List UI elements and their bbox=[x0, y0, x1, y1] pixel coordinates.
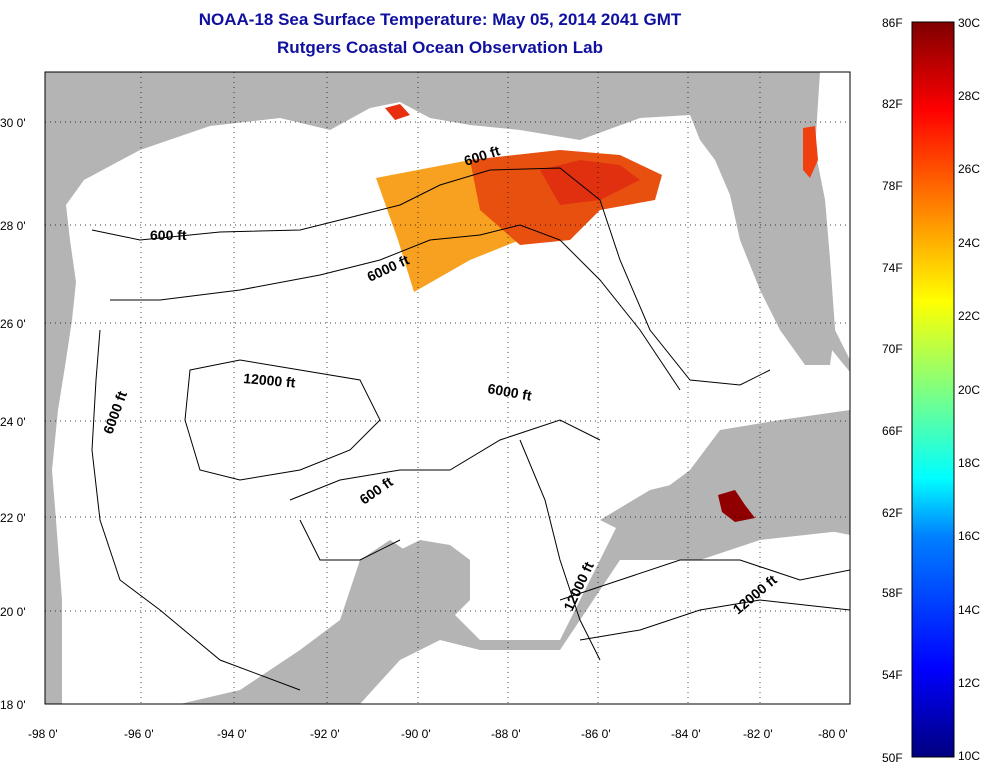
florida-land bbox=[690, 110, 835, 365]
contour-label-12000ft-center: 12000 ft bbox=[243, 370, 297, 391]
cb-f-label: 50F bbox=[882, 751, 903, 765]
colorbar-celsius-labels: 30C 28C 26C 24C 22C 20C 18C 16C 14C 12C … bbox=[958, 16, 980, 763]
gulf-water bbox=[52, 102, 850, 704]
map-subtitle: Rutgers Coastal Ocean Observation Lab bbox=[277, 38, 603, 57]
cb-f-label: 54F bbox=[882, 668, 903, 682]
cb-c-label: 16C bbox=[958, 529, 980, 543]
bathymetry-contours bbox=[91, 167, 850, 691]
colorbar-fahrenheit-labels: 86F 82F 78F 74F 70F 66F 62F 58F 54F 50F bbox=[882, 16, 903, 765]
sst-patch-atlantic bbox=[803, 126, 818, 178]
latitude-axis: 30 0' 28 0' 26 0' 24 0' 22 0' 20 0' 18 0… bbox=[0, 116, 26, 712]
lon-tick-label: -86 0' bbox=[581, 727, 611, 741]
lon-tick-label: -94 0' bbox=[217, 727, 247, 741]
cb-f-label: 70F bbox=[882, 342, 903, 356]
lat-tick-label: 18 0' bbox=[0, 698, 26, 712]
cb-f-label: 86F bbox=[882, 16, 903, 30]
temperature-colorbar bbox=[911, 21, 955, 758]
contour-label-6000ft-east: 6000 ft bbox=[486, 380, 533, 404]
graticule bbox=[45, 72, 850, 704]
lon-tick-label: -80 0' bbox=[818, 727, 848, 741]
cb-f-label: 74F bbox=[882, 261, 903, 275]
cb-c-label: 10C bbox=[958, 749, 980, 763]
lon-tick-label: -96 0' bbox=[124, 727, 154, 741]
cb-c-label: 14C bbox=[958, 603, 980, 617]
sst-patch-cuba bbox=[718, 490, 755, 522]
lat-tick-label: 20 0' bbox=[0, 605, 26, 619]
lon-tick-label: -92 0' bbox=[310, 727, 340, 741]
cb-c-label: 12C bbox=[958, 676, 980, 690]
cb-f-label: 58F bbox=[882, 586, 903, 600]
contour-label-600ft-west: 600 ft bbox=[150, 227, 187, 243]
longitude-axis: -98 0' -96 0' -94 0' -92 0' -90 0' -88 0… bbox=[28, 727, 848, 741]
cb-c-label: 26C bbox=[958, 162, 980, 176]
cb-c-label: 24C bbox=[958, 236, 980, 250]
sst-patch-louisiana bbox=[385, 104, 410, 120]
cb-c-label: 28C bbox=[958, 89, 980, 103]
cb-c-label: 18C bbox=[958, 456, 980, 470]
map-frame bbox=[44, 71, 851, 705]
lon-tick-label: -84 0' bbox=[671, 727, 701, 741]
caribbean-water bbox=[360, 530, 850, 704]
lat-tick-label: 22 0' bbox=[0, 511, 26, 525]
lon-tick-label: -90 0' bbox=[401, 727, 431, 741]
cb-f-label: 78F bbox=[882, 179, 903, 193]
lon-tick-label: -82 0' bbox=[743, 727, 773, 741]
cb-c-label: 20C bbox=[958, 383, 980, 397]
map-title: NOAA-18 Sea Surface Temperature: May 05,… bbox=[198, 10, 682, 29]
lat-tick-label: 26 0' bbox=[0, 317, 26, 331]
sst-swath-hot bbox=[540, 160, 640, 205]
lat-tick-label: 28 0' bbox=[0, 219, 26, 233]
cb-c-label: 22C bbox=[958, 309, 980, 323]
cb-c-label: 30C bbox=[958, 16, 980, 30]
cb-f-label: 66F bbox=[882, 424, 903, 438]
atlantic-water bbox=[815, 72, 850, 360]
lon-tick-label: -98 0' bbox=[28, 727, 58, 741]
lat-tick-label: 30 0' bbox=[0, 116, 26, 130]
lat-tick-label: 24 0' bbox=[0, 415, 26, 429]
cb-f-label: 62F bbox=[882, 506, 903, 520]
lon-tick-label: -88 0' bbox=[491, 727, 521, 741]
cb-f-label: 82F bbox=[882, 97, 903, 111]
yucatan-land bbox=[372, 540, 470, 650]
